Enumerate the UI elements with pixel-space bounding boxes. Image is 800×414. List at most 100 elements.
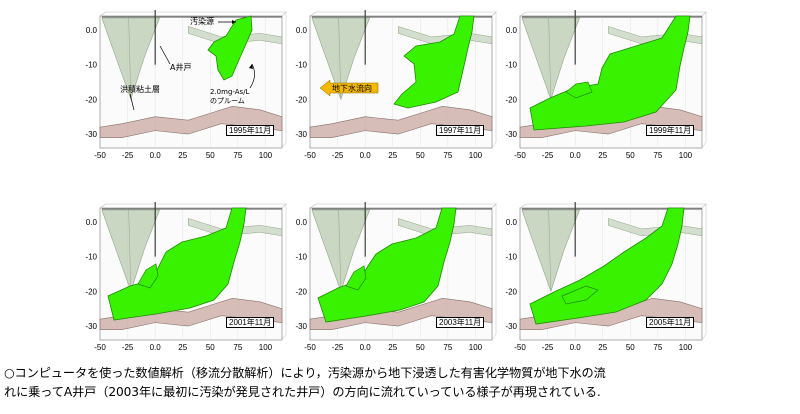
x-tick-label: -50 (304, 151, 316, 160)
x-tick-label: 25 (178, 151, 187, 160)
plume (529, 207, 685, 325)
y-tick-label: 0.0 (86, 26, 98, 35)
x-tick-label: 25 (388, 151, 397, 160)
x-tick-label: 100 (259, 343, 273, 352)
depression-cone (521, 17, 581, 101)
x-tick-label: -25 (122, 343, 134, 352)
y-tick-label: -10 (505, 61, 517, 70)
x-tick-label: -50 (514, 151, 526, 160)
flow-direction-arrow: 地下水流向 (319, 79, 379, 97)
x-tick-label: 0.0 (570, 343, 582, 352)
panel-4: 0.0 -10 -20 -30 -50 -25 0.0 25 50 75 100 2001年11月 (85, 200, 287, 352)
panel-plot: 0.0 -10 -20 -30 -50 -25 0.0 25 50 75 100 汚染源 A井戸洪積粘土… (85, 10, 287, 160)
depression-cone (311, 209, 371, 293)
x-tick-label: 75 (653, 151, 662, 160)
y-tick-label: -10 (295, 61, 307, 70)
cone-edge (128, 209, 132, 292)
y-tick-label: -20 (85, 95, 97, 104)
x-tick-label: 0.0 (570, 151, 582, 160)
date-label: 1999年11月 (646, 125, 695, 136)
plume-label-line-1: 2.0mg-As/L (210, 88, 250, 96)
plume-lobe (561, 285, 599, 305)
box-top (99, 11, 287, 17)
source-arrowhead (232, 20, 236, 24)
plume-label-line-2: のプルーム (210, 97, 245, 105)
box-side (701, 11, 707, 149)
x-tick-label: 50 (206, 151, 215, 160)
x-tick-label: 75 (443, 151, 452, 160)
panel-plot: 0.0 -10 -20 -30 -50 -25 0.0 25 50 75 100 (295, 202, 497, 352)
y-tick-label: -20 (505, 287, 517, 296)
x-tick-label: 50 (416, 343, 425, 352)
date-label: 1995年11月 (226, 125, 275, 136)
plume-lobe (345, 265, 367, 291)
x-tick-label: -50 (514, 343, 526, 352)
caption-line-2: れに乗ってA井戸（2003年に最初に汚染が発見された井戸）の方向に流れていってい… (4, 385, 601, 399)
plume-body (317, 207, 457, 323)
plume-pointer (249, 63, 255, 89)
panel-2: 0.0 -10 -20 -30 -50 -25 0.0 25 50 75 100 地下水流向 1997年… (295, 8, 497, 160)
plume-lobe (565, 81, 593, 99)
depression-cone (101, 17, 161, 101)
box-top (309, 203, 497, 209)
box-side (701, 203, 707, 341)
x-tick-label: -25 (332, 151, 344, 160)
box-top (309, 11, 497, 17)
x-tick-label: -50 (94, 343, 106, 352)
date-label: 2003年11月 (436, 317, 485, 328)
box-top (519, 11, 707, 17)
box-top (519, 203, 707, 209)
y-tick-label: -30 (505, 322, 517, 331)
x-tick-label: -25 (332, 343, 344, 352)
y-tick-label: -10 (85, 61, 97, 70)
x-tick-label: 100 (679, 151, 693, 160)
x-tick-label: 75 (233, 151, 242, 160)
x-tick-label: 75 (653, 343, 662, 352)
date-label: 2001年11月 (226, 317, 275, 328)
cone-edge (338, 209, 342, 292)
y-tick-label: -30 (85, 322, 97, 331)
caption-line-1: ○コンピュータを使った数値解析（移流分散解析）により，汚染源から地下浸透した有害… (4, 366, 606, 380)
x-tick-label: -50 (94, 151, 106, 160)
x-tick-label: 100 (469, 343, 483, 352)
plume-lobe (137, 263, 159, 289)
y-tick-label: 0.0 (296, 218, 308, 227)
flow-arrow-shape (319, 79, 379, 97)
y-tick-label: 0.0 (506, 218, 518, 227)
clay-pointer (129, 93, 135, 111)
plume-body (107, 207, 247, 321)
panel-6: 0.0 -10 -20 -30 -50 -25 0.0 25 50 75 100 2005年11月 (505, 200, 707, 352)
panel-plot: 0.0 -10 -20 -30 -50 -25 0.0 25 50 75 100 (505, 10, 707, 160)
cone-edge (548, 17, 552, 100)
source-label: 汚染源 (190, 16, 214, 26)
well-pointer (159, 45, 171, 65)
date-label: 1997年11月 (436, 125, 485, 136)
y-tick-label: -20 (295, 95, 307, 104)
y-tick-label: -10 (85, 253, 97, 262)
well-label: A井戸 (170, 62, 191, 72)
x-tick-label: 0.0 (360, 151, 372, 160)
y-tick-label: -30 (505, 130, 517, 139)
box-side (281, 203, 287, 341)
plume-body (529, 15, 691, 131)
panel-1: 0.0 -10 -20 -30 -50 -25 0.0 25 50 75 100 汚染源 A井戸 洪積粘土… (85, 8, 287, 160)
depression-cone (521, 209, 581, 293)
plume (529, 15, 691, 131)
box-side (491, 11, 497, 149)
plume (317, 207, 457, 323)
x-tick-label: 25 (598, 343, 607, 352)
plume (107, 207, 247, 321)
plume-body (207, 15, 253, 81)
x-tick-label: 50 (626, 343, 635, 352)
y-tick-label: -20 (505, 95, 517, 104)
x-tick-label: 0.0 (360, 343, 372, 352)
y-tick-label: -30 (295, 130, 307, 139)
x-tick-label: -25 (542, 151, 554, 160)
x-tick-label: 100 (679, 343, 693, 352)
x-tick-label: 25 (178, 343, 187, 352)
y-tick-label: 0.0 (506, 26, 518, 35)
cone-edge (548, 209, 552, 292)
x-tick-label: 0.0 (150, 343, 162, 352)
plume-arrowhead (249, 64, 253, 69)
box-side (281, 11, 287, 149)
